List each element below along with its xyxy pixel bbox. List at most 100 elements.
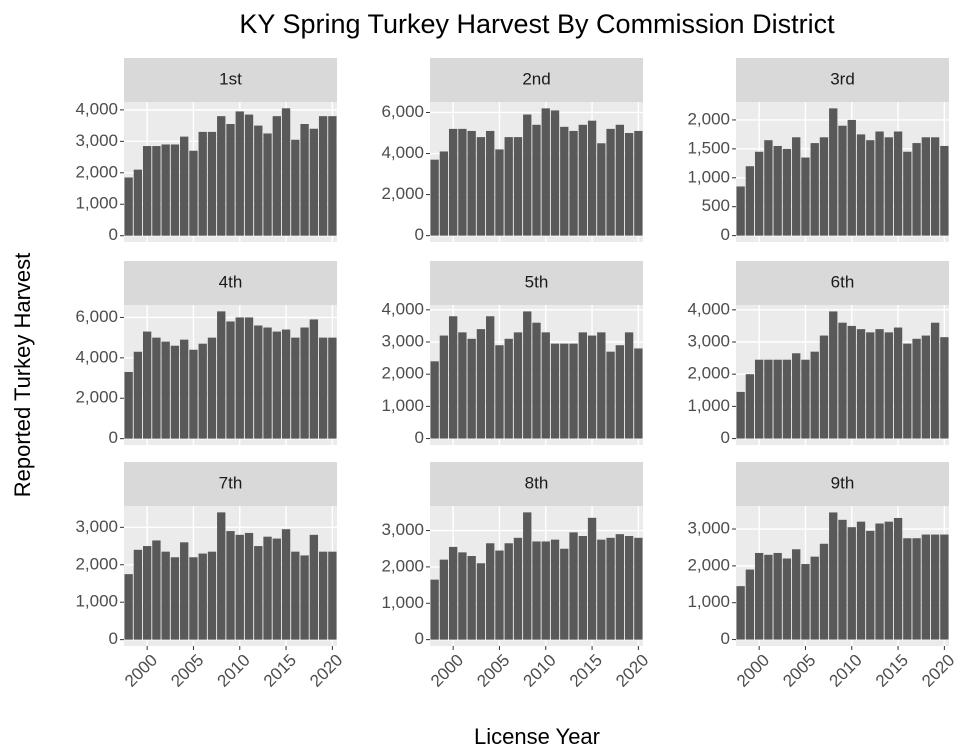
bar <box>940 337 949 439</box>
y-tick-label: 1,000 <box>75 592 118 611</box>
bar <box>819 543 829 640</box>
bar <box>801 359 810 439</box>
x-tick-label: 2005 <box>167 651 207 691</box>
bar <box>161 341 170 439</box>
bar <box>263 133 272 236</box>
bar <box>161 144 170 236</box>
y-tick-label: 4,000 <box>381 143 424 162</box>
bar <box>523 512 532 640</box>
bar <box>532 124 541 236</box>
bar <box>829 311 838 439</box>
bar <box>189 150 198 236</box>
bar <box>550 539 560 640</box>
strip <box>124 58 337 102</box>
bar <box>866 332 875 439</box>
bar <box>152 146 161 236</box>
bar <box>448 128 458 236</box>
facet-title: 4th <box>219 272 243 291</box>
bar <box>189 557 198 640</box>
y-tick-label: 3,000 <box>75 131 118 150</box>
y-tick-label: 0 <box>415 225 424 244</box>
bar <box>170 345 180 439</box>
bar <box>903 538 912 640</box>
bar <box>782 359 792 439</box>
bar <box>458 128 467 236</box>
bar <box>244 317 254 439</box>
bar <box>291 551 300 640</box>
bar <box>930 137 940 236</box>
y-tick-label: 0 <box>109 428 118 447</box>
y-tick-label: 6,000 <box>381 102 424 121</box>
bar <box>541 541 550 640</box>
x-tick-label: 2020 <box>612 651 652 691</box>
bar <box>513 537 523 640</box>
facet-title: 1st <box>219 69 242 88</box>
bar <box>439 559 449 640</box>
bar <box>606 537 615 640</box>
bar <box>226 531 235 640</box>
y-tick-label: 4,000 <box>687 299 730 318</box>
bar <box>189 349 198 439</box>
bar <box>133 169 143 236</box>
bar <box>856 521 866 640</box>
bar <box>281 329 291 439</box>
bar <box>764 359 773 439</box>
bar <box>569 130 578 236</box>
bar <box>838 125 847 236</box>
y-tick-label: 4,000 <box>75 99 118 118</box>
bar <box>513 137 523 236</box>
bar <box>272 116 281 236</box>
bar <box>263 327 272 439</box>
bar <box>328 551 337 640</box>
x-tick-label: 2015 <box>566 651 606 691</box>
strip <box>430 261 643 305</box>
bar <box>486 316 495 439</box>
bar <box>838 519 847 640</box>
strip <box>736 58 949 102</box>
bar <box>272 538 281 640</box>
bar <box>309 128 319 236</box>
x-tick-label: 2020 <box>918 651 958 691</box>
bar <box>467 556 476 640</box>
bar <box>550 110 560 236</box>
x-tick-label: 2010 <box>214 651 254 691</box>
bar <box>328 337 337 439</box>
bar <box>634 537 643 640</box>
bar <box>801 157 810 236</box>
bar <box>810 351 819 439</box>
strip <box>430 462 643 506</box>
bar <box>309 534 319 640</box>
bar <box>254 125 263 236</box>
bar <box>578 536 587 640</box>
bar <box>912 538 921 640</box>
strip <box>736 261 949 305</box>
bar <box>439 335 449 439</box>
y-tick-label: 0 <box>109 225 118 244</box>
bar <box>170 144 180 236</box>
y-tick-label: 2,000 <box>687 109 730 128</box>
bar <box>495 345 504 439</box>
bar <box>281 108 291 236</box>
bar <box>921 335 931 439</box>
bar <box>467 338 476 439</box>
bar <box>300 124 309 236</box>
bar <box>504 543 513 640</box>
bar <box>495 550 504 640</box>
bar <box>856 329 866 439</box>
y-tick-label: 0 <box>721 225 730 244</box>
bar <box>884 332 893 439</box>
x-tick-label: 2020 <box>306 651 346 691</box>
y-tick-label: 2,000 <box>381 184 424 203</box>
bar <box>745 166 755 236</box>
bar <box>866 530 875 640</box>
bar <box>764 140 773 236</box>
y-tick-label: 2,000 <box>381 364 424 383</box>
bar <box>532 541 541 640</box>
bar <box>476 329 486 439</box>
x-tick-label: 2005 <box>473 651 513 691</box>
bar <box>866 140 875 236</box>
bar <box>624 332 634 439</box>
bar <box>291 139 300 236</box>
bar <box>847 119 856 236</box>
bar <box>133 351 143 439</box>
